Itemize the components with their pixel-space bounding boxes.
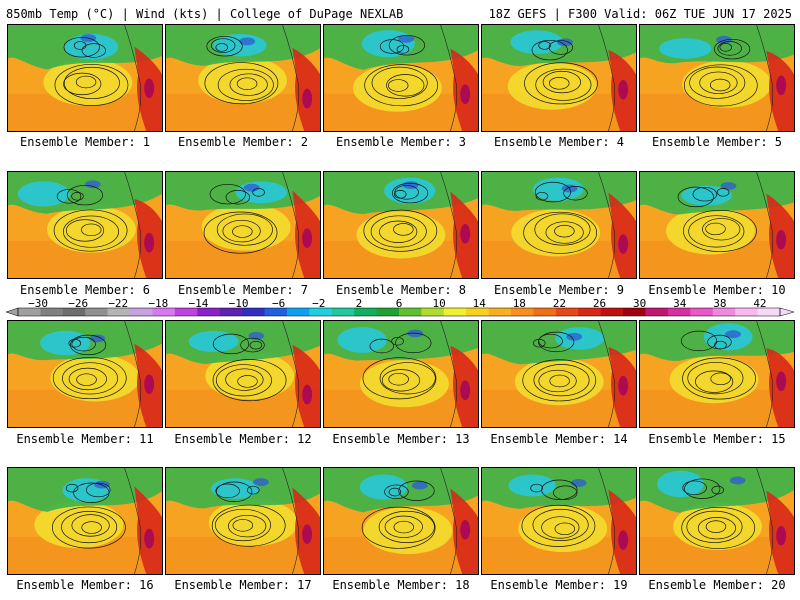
colorbar-tick-label: 2 xyxy=(355,297,363,310)
colorbar-tick-label: 42 xyxy=(753,297,767,310)
temperature-colorbar xyxy=(5,307,795,317)
colorbar-swatch xyxy=(309,308,333,316)
colorbar-swatch xyxy=(152,308,176,316)
ensemble-member-label: Ensemble Member: 17 xyxy=(174,578,312,592)
colorbar-tick-label: −10 xyxy=(228,297,249,310)
colorbar-swatch xyxy=(466,308,490,316)
colorbar-tick-label: −6 xyxy=(272,297,286,310)
colorbar-swatch xyxy=(757,308,781,316)
run-valid-time: 18Z GEFS | F300 Valid: 06Z TUE JUN 17 20… xyxy=(488,7,792,21)
colorbar-tick-label: 30 xyxy=(633,297,647,310)
colorbar-tick-label: −14 xyxy=(188,297,209,310)
ensemble-member-label: Ensemble Member: 14 xyxy=(490,432,628,446)
colorbar-swatch xyxy=(174,308,198,316)
colorbar-tick-label: −2 xyxy=(312,297,326,310)
colorbar-tick-label: 38 xyxy=(713,297,727,310)
colorbar-tick-label: 6 xyxy=(395,297,403,310)
colorbar-swatch xyxy=(85,308,109,316)
colorbar-tick-label: 10 xyxy=(432,297,446,310)
colorbar-tick-label: −18 xyxy=(148,297,169,310)
colorbar-swatch xyxy=(219,308,243,316)
ensemble-member-label: Ensemble Member: 13 xyxy=(332,432,470,446)
colorbar-swatch xyxy=(399,308,422,316)
ensemble-member-label: Ensemble Member: 12 xyxy=(174,432,312,446)
colorbar-tick-label: −30 xyxy=(28,297,48,310)
colorbar-tick-label: 18 xyxy=(512,297,526,310)
ensemble-member-label: Ensemble Member: 7 xyxy=(177,283,309,297)
colorbar-swatch xyxy=(197,308,221,316)
ensemble-map-13 xyxy=(323,320,479,428)
ensemble-map-20 xyxy=(639,467,795,575)
ensemble-map-3 xyxy=(323,24,479,132)
ensemble-member-label: Ensemble Member: 15 xyxy=(648,432,786,446)
ensemble-member-label: Ensemble Member: 5 xyxy=(651,135,783,149)
colorbar-tick-label: 26 xyxy=(592,297,607,310)
colorbar-swatch xyxy=(690,308,714,316)
ensemble-map-17 xyxy=(165,467,321,575)
colorbar-tick-label: −22 xyxy=(108,297,129,310)
colorbar-swatch xyxy=(623,308,647,316)
ensemble-member-label: Ensemble Member: 20 xyxy=(648,578,786,592)
colorbar-tick-label: 22 xyxy=(552,297,567,310)
ensemble-map-9 xyxy=(481,171,637,279)
ensemble-member-label: Ensemble Member: 11 xyxy=(16,432,154,446)
colorbar-swatch xyxy=(645,308,669,316)
colorbar-max-arrow xyxy=(779,307,795,317)
colorbar-swatch xyxy=(18,308,41,316)
colorbar-swatch xyxy=(264,308,288,316)
ensemble-map-8 xyxy=(323,171,479,279)
colorbar-swatch xyxy=(376,308,400,316)
colorbar-swatch xyxy=(555,308,579,316)
ensemble-member-label: Ensemble Member: 6 xyxy=(19,283,151,297)
colorbar-tick-label: 34 xyxy=(673,297,687,310)
colorbar-swatch xyxy=(667,308,691,316)
ensemble-map-1 xyxy=(7,24,163,132)
colorbar-tick-label: 14 xyxy=(472,297,486,310)
ensemble-map-4 xyxy=(481,24,637,132)
colorbar-swatch xyxy=(107,308,131,316)
colorbar-swatch xyxy=(533,308,557,316)
ensemble-map-16 xyxy=(7,467,163,575)
ensemble-map-18 xyxy=(323,467,479,575)
ensemble-map-10 xyxy=(639,171,795,279)
colorbar-swatch xyxy=(40,308,64,316)
ensemble-member-label: Ensemble Member: 10 xyxy=(648,283,786,297)
product-title: 850mb Temp (°C) | Wind (kts) | College o… xyxy=(6,7,404,21)
colorbar-swatch xyxy=(421,308,445,316)
ensemble-map-11 xyxy=(7,320,163,428)
colorbar-swatch xyxy=(600,308,624,316)
colorbar-swatch xyxy=(443,308,467,316)
colorbar-swatch xyxy=(488,308,512,316)
ensemble-map-14 xyxy=(481,320,637,428)
colorbar-swatch xyxy=(712,308,736,316)
ensemble-map-12 xyxy=(165,320,321,428)
ensemble-member-label: Ensemble Member: 4 xyxy=(493,135,625,149)
ensemble-member-label: Ensemble Member: 1 xyxy=(19,135,151,149)
colorbar-tick-label: −26 xyxy=(68,297,89,310)
ensemble-map-19 xyxy=(481,467,637,575)
ensemble-map-7 xyxy=(165,171,321,279)
ensemble-map-5 xyxy=(639,24,795,132)
ensemble-member-label: Ensemble Member: 8 xyxy=(335,283,467,297)
colorbar-swatch xyxy=(130,308,153,316)
colorbar-swatch xyxy=(62,308,86,316)
ensemble-map-15 xyxy=(639,320,795,428)
colorbar-swatch xyxy=(242,308,266,316)
colorbar-swatch xyxy=(286,308,310,316)
colorbar-swatch xyxy=(354,308,378,316)
colorbar-min-arrow xyxy=(5,307,19,317)
colorbar-swatch xyxy=(511,308,534,316)
ensemble-member-label: Ensemble Member: 3 xyxy=(335,135,467,149)
ensemble-member-label: Ensemble Member: 9 xyxy=(493,283,625,297)
ensemble-member-label: Ensemble Member: 16 xyxy=(16,578,154,592)
colorbar-swatch xyxy=(735,308,759,316)
ensemble-map-6 xyxy=(7,171,163,279)
ensemble-member-label: Ensemble Member: 2 xyxy=(177,135,309,149)
colorbar-swatch xyxy=(578,308,602,316)
ensemble-member-label: Ensemble Member: 19 xyxy=(490,578,628,592)
ensemble-map-2 xyxy=(165,24,321,132)
ensemble-member-label: Ensemble Member: 18 xyxy=(332,578,470,592)
colorbar-swatch xyxy=(331,308,355,316)
